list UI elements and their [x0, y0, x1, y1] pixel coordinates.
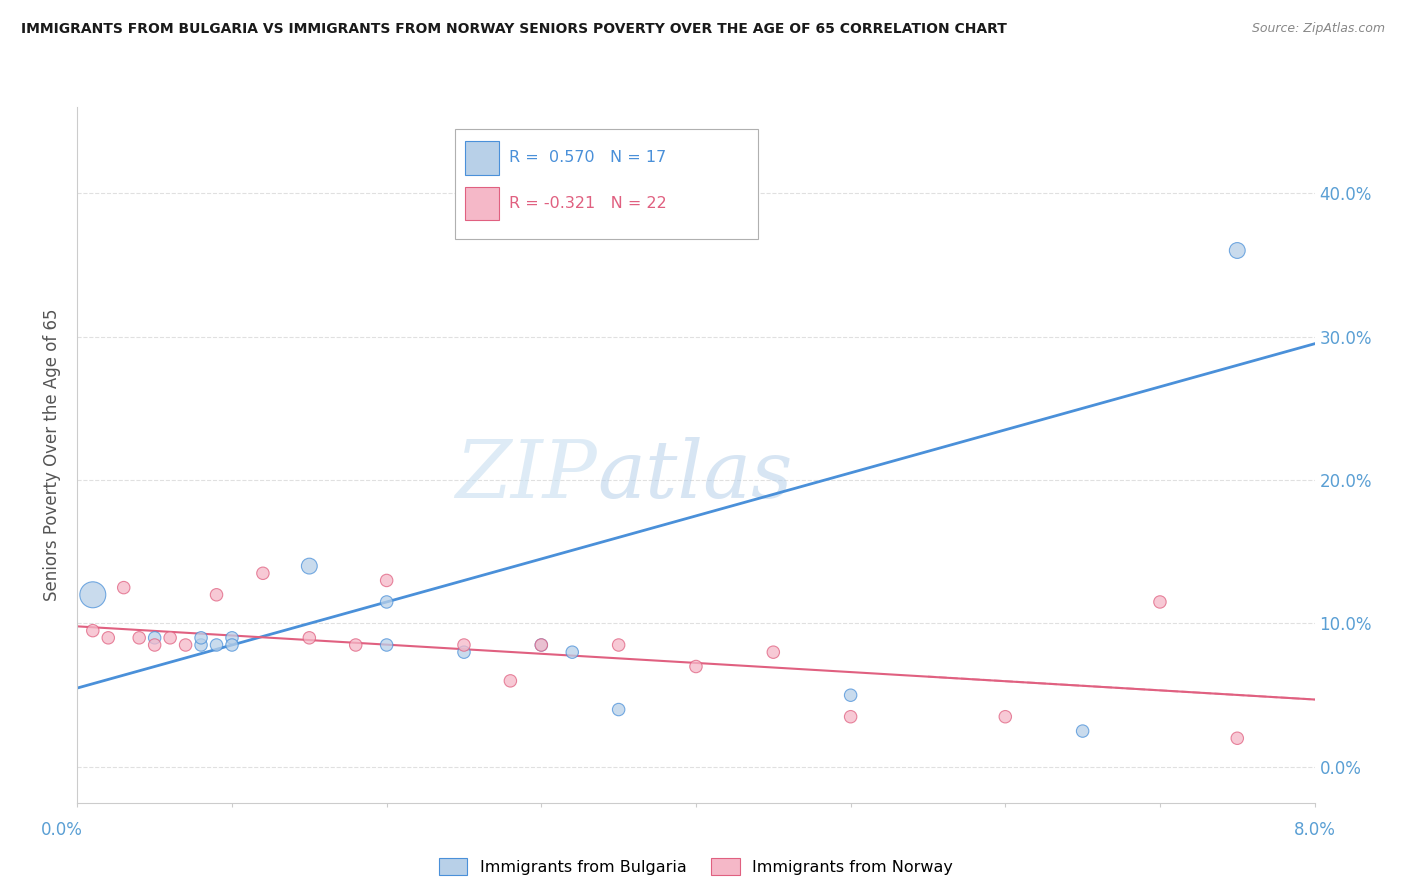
Point — [839, 710, 862, 724]
Point — [1071, 724, 1094, 739]
Point — [82, 588, 104, 602]
Point — [221, 638, 243, 652]
Text: R =  0.570   N = 17: R = 0.570 N = 17 — [509, 151, 666, 165]
Point — [375, 574, 398, 588]
Y-axis label: Seniors Poverty Over the Age of 65: Seniors Poverty Over the Age of 65 — [44, 309, 62, 601]
Point — [174, 638, 197, 652]
Text: atlas: atlas — [598, 437, 793, 515]
Bar — [464, 187, 499, 220]
Point — [221, 631, 243, 645]
Point — [190, 638, 212, 652]
Point — [143, 638, 166, 652]
Text: ZIP: ZIP — [456, 437, 598, 515]
Point — [190, 631, 212, 645]
Point — [298, 631, 321, 645]
Point — [97, 631, 120, 645]
Text: R = -0.321   N = 22: R = -0.321 N = 22 — [509, 196, 666, 211]
Point — [499, 673, 522, 688]
Point — [159, 631, 181, 645]
Point — [143, 631, 166, 645]
Bar — [464, 141, 499, 175]
Point — [1226, 244, 1249, 258]
Point — [685, 659, 707, 673]
Point — [128, 631, 150, 645]
Text: Source: ZipAtlas.com: Source: ZipAtlas.com — [1251, 22, 1385, 36]
Point — [252, 566, 274, 581]
Point — [205, 638, 228, 652]
FancyBboxPatch shape — [454, 129, 758, 239]
Point — [762, 645, 785, 659]
Text: IMMIGRANTS FROM BULGARIA VS IMMIGRANTS FROM NORWAY SENIORS POVERTY OVER THE AGE : IMMIGRANTS FROM BULGARIA VS IMMIGRANTS F… — [21, 22, 1007, 37]
Text: 0.0%: 0.0% — [41, 822, 83, 839]
Point — [530, 638, 553, 652]
Point — [1149, 595, 1171, 609]
Point — [530, 638, 553, 652]
Point — [82, 624, 104, 638]
Point — [994, 710, 1017, 724]
Point — [453, 638, 475, 652]
Point — [453, 645, 475, 659]
Point — [205, 588, 228, 602]
Text: 8.0%: 8.0% — [1294, 822, 1336, 839]
Point — [375, 638, 398, 652]
Point — [607, 702, 630, 716]
Point — [375, 595, 398, 609]
Point — [298, 559, 321, 574]
Point — [112, 581, 135, 595]
Point — [344, 638, 367, 652]
Point — [839, 688, 862, 702]
Point — [607, 638, 630, 652]
Point — [1226, 731, 1249, 746]
Point — [561, 645, 583, 659]
Legend: Immigrants from Bulgaria, Immigrants from Norway: Immigrants from Bulgaria, Immigrants fro… — [439, 858, 953, 875]
